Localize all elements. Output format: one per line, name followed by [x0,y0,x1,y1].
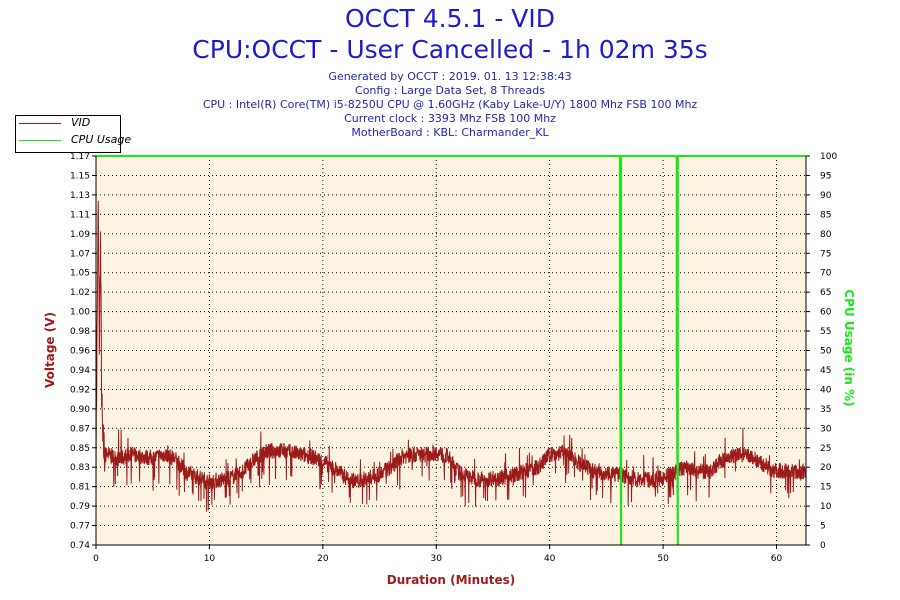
y-tick-label: 1.15 [70,171,90,181]
x-tick-label: 30 [431,554,443,564]
y-tick-label: 0.81 [70,483,90,493]
y-tick-label: 0.79 [70,502,90,512]
vid-series-line [95,200,807,512]
generated-info: Generated by OCCT : 2019. 01. 13 12:38:4… [328,70,572,83]
motherboard-info: MotherBoard : KBL: Charmander_KL [351,126,549,139]
y-tick-label: 1.11 [70,210,90,220]
y2-tick-label: 65 [820,288,831,298]
y-tick-label: 1.07 [70,249,90,259]
chart-title: OCCT 4.5.1 - VID [344,4,556,33]
y2-tick-label: 35 [820,405,831,415]
y2-tick-label: 60 [820,308,832,318]
x-tick-label: 50 [657,554,669,564]
config-info: Config : Large Data Set, 8 Threads [355,84,545,97]
x-tick-label: 40 [544,554,556,564]
y-axis-label: Voltage (V) [43,312,57,388]
y2-tick-label: 30 [820,424,832,434]
y-tick-label: 0.94 [70,366,90,376]
y-tick-label: 1.17 [70,152,90,162]
y2-tick-label: 25 [820,444,831,454]
y-tick-label: 0.90 [70,405,90,415]
cpu-info: CPU : Intel(R) Core(TM) i5-8250U CPU @ 1… [202,98,698,111]
y-tick-label: 0.85 [70,444,90,454]
x-tick-label: 60 [771,554,783,564]
y2-tick-label: 10 [820,502,832,512]
legend-item-cpu-usage: CPU Usage [16,133,131,149]
y2-tick-label: 5 [820,522,826,532]
legend-swatch-vid [19,123,61,124]
clock-info: Current clock : 3393 Mhz FSB 100 Mhz [344,112,556,125]
legend-swatch-cpu-usage [19,140,61,141]
y2-tick-label: 45 [820,366,831,376]
x-tick-label: 10 [204,554,216,564]
y-tick-label: 0.92 [70,385,90,395]
y2-tick-label: 55 [820,327,831,337]
legend-label-cpu-usage: CPU Usage [71,133,132,146]
y2-axis-label: CPU Usage (in %) [842,289,856,406]
y-tick-label: 1.09 [70,230,90,240]
y2-tick-label: 95 [820,171,831,181]
x-tick-label: 20 [317,554,329,564]
y-tick-label: 1.00 [70,308,90,318]
y-tick-label: 1.02 [70,288,90,298]
y2-tick-label: 100 [820,152,837,162]
y-tick-label: 0.98 [70,327,90,337]
y2-tick-label: 40 [820,385,832,395]
legend-item-vid: VID [16,116,120,132]
y-tick-label: 1.05 [70,269,90,279]
y2-tick-label: 80 [820,230,832,240]
y2-tick-label: 90 [820,191,832,201]
y-tick-label: 0.96 [70,347,90,357]
y2-tick-label: 20 [820,463,832,473]
y-tick-label: 0.77 [70,522,90,532]
x-tick-label: 0 [93,554,99,564]
y-tick-label: 0.83 [70,463,90,473]
y-tick-label: 1.13 [70,191,90,201]
legend: VID CPU Usage [15,115,131,153]
chart-subtitle: CPU:OCCT - User Cancelled - 1h 02m 35s [192,35,708,64]
plot-background [96,156,806,545]
y2-tick-label: 70 [820,269,832,279]
y-tick-label: 0.74 [70,541,90,551]
y2-tick-label: 0 [820,541,826,551]
cpu-usage-series-line [96,155,806,546]
y2-tick-label: 50 [820,347,832,357]
x-axis-label: Duration (Minutes) [387,573,515,587]
legend-label-vid: VID [71,116,91,129]
y-tick-label: 0.87 [70,424,90,434]
y2-tick-label: 85 [820,210,831,220]
y2-tick-label: 15 [820,483,831,493]
y2-tick-label: 75 [820,249,831,259]
